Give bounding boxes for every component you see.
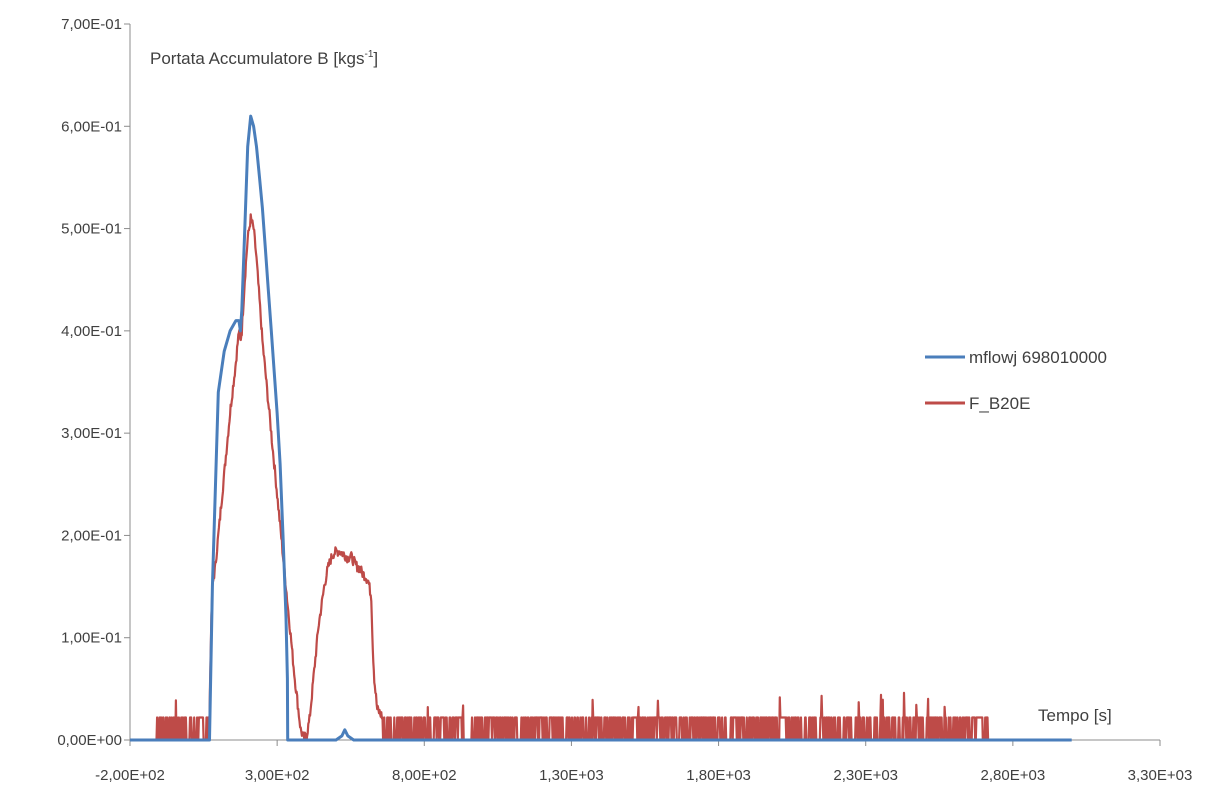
y-tick-label: 0,00E+00 (57, 732, 122, 749)
x-tick-label: 2,80E+03 (981, 767, 1046, 784)
x-axis-ticks: -2,00E+02 3,00E+02 8,00E+02 1,30E+03 1,80E+0… (95, 740, 1192, 784)
chart-title-main: Portata Accumulatore B [kgs (150, 49, 365, 68)
x-tick-label: 3,00E+02 (245, 767, 310, 784)
x-tick-label: -2,00E+02 (95, 767, 165, 784)
series-line-mflowj (130, 114, 1072, 742)
series-line-f-b20e (155, 213, 990, 742)
y-tick-label: 7,00E-01 (61, 16, 122, 33)
x-tick-label: 3,30E+03 (1128, 767, 1193, 784)
y-tick-label: 4,00E-01 (61, 323, 122, 340)
chart-title-superscript: -1 (365, 49, 374, 60)
x-tick-label: 1,30E+03 (539, 767, 604, 784)
y-tick-label: 1,00E-01 (61, 630, 122, 647)
legend-label: F_B20E (969, 394, 1030, 413)
legend: mflowj 698010000 F_B20E (925, 348, 1107, 413)
y-axis-ticks: 0,00E+00 1,00E-01 2,00E-01 3,00E-01 4,00E-01… (57, 16, 130, 749)
chart-title-close: ] (373, 49, 378, 68)
x-axis-label: Tempo [s] (1038, 706, 1112, 725)
x-tick-label: 1,80E+03 (686, 767, 751, 784)
chart-title: Portata Accumulatore B [kgs-1] (150, 49, 378, 68)
y-tick-label: 6,00E-01 (61, 118, 122, 135)
y-tick-label: 5,00E-01 (61, 221, 122, 238)
series-layer (130, 114, 1072, 742)
y-tick-label: 2,00E-01 (61, 527, 122, 544)
x-tick-label: 2,30E+03 (833, 767, 898, 784)
axes (129, 24, 1160, 741)
x-tick-label: 8,00E+02 (392, 767, 457, 784)
y-tick-label: 3,00E-01 (61, 425, 122, 442)
legend-label: mflowj 698010000 (969, 348, 1107, 367)
